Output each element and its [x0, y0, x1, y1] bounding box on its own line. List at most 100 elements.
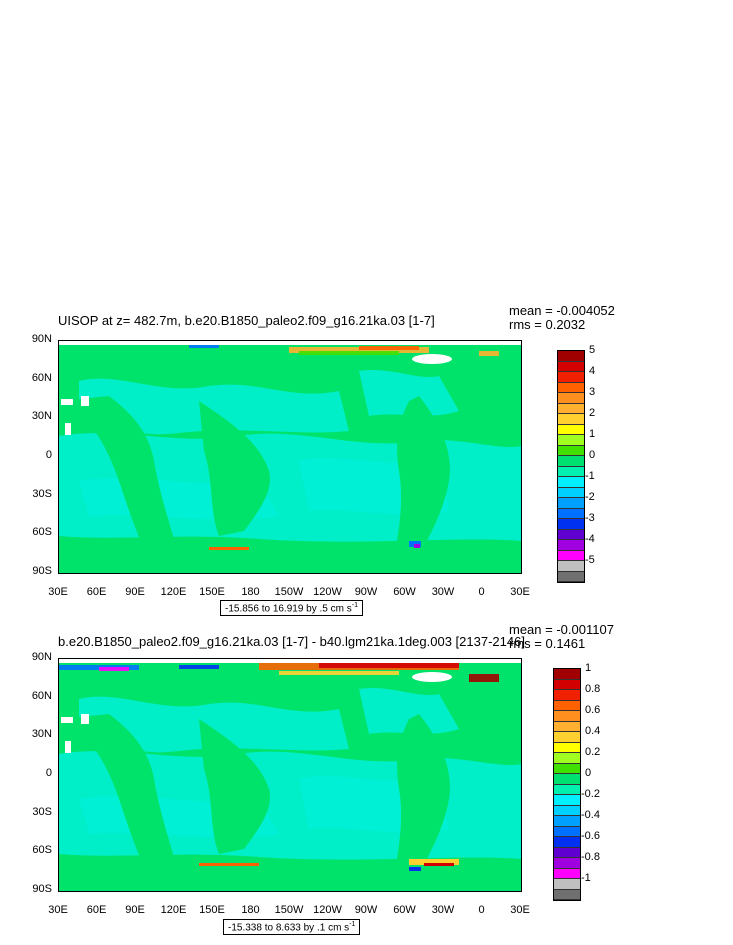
land-mask	[81, 714, 89, 724]
colorbar-segment	[554, 858, 580, 869]
x-tick-label: 0	[478, 586, 485, 598]
anomaly-region	[409, 867, 421, 871]
colorbar-segment	[558, 540, 584, 551]
x-tick-label: 150E	[199, 586, 225, 598]
ice-sheet	[412, 354, 452, 364]
anomaly-region	[79, 696, 349, 753]
colorbar-label: 3	[589, 386, 596, 398]
colorbar-label: -1	[581, 872, 591, 884]
x-tick-label: 150E	[199, 904, 225, 916]
x-tick-label: 30E	[510, 586, 530, 598]
colorbar-segment	[558, 508, 584, 519]
x-tick-label: 90W	[354, 904, 378, 916]
anomaly-region	[189, 345, 219, 348]
anomaly-region	[209, 547, 249, 550]
anomaly-region	[99, 667, 129, 671]
colorbar-segment	[558, 477, 584, 488]
anomaly-region	[479, 351, 499, 356]
colorbar-label: -0.8	[581, 851, 600, 863]
y-tick-label: 60S	[32, 844, 52, 857]
colorbar-label: -0.4	[581, 809, 600, 821]
colorbar-label: -3	[585, 512, 595, 524]
x-tick-label: 120W	[313, 904, 342, 916]
landmass	[199, 719, 270, 854]
colorbar-segment	[554, 669, 580, 680]
plot-stats: mean = -0.004052 rms = 0.2032	[509, 304, 615, 332]
colorbar-segment	[554, 679, 580, 690]
x-tick-label: 120W	[313, 586, 342, 598]
anomaly-region	[424, 863, 454, 866]
mean-value: mean = -0.001107	[509, 622, 614, 637]
y-tick-label: 90S	[32, 565, 52, 577]
x-tick-label: 150W	[274, 586, 304, 598]
x-tick-label: 90E	[125, 586, 145, 598]
map-plot	[58, 658, 522, 892]
colorbar-segment	[554, 732, 580, 743]
mean-value: mean = -0.004052	[509, 303, 615, 318]
anomaly-region	[409, 859, 459, 865]
colorbar-label: 0.4	[585, 725, 601, 737]
colorbar-segment	[558, 351, 584, 362]
x-tick-label: 120E	[160, 904, 187, 916]
colorbar-label: -2	[585, 491, 595, 503]
anomaly-region	[359, 346, 419, 350]
colorbar-segment	[554, 700, 580, 711]
land-mask	[65, 741, 71, 753]
colorbar-label: 1	[589, 428, 596, 440]
x-tick-label: 30W	[431, 586, 455, 598]
y-tick-label: 30S	[32, 805, 52, 818]
y-tick-label: 60N	[31, 371, 52, 384]
colorbar-segment	[554, 889, 580, 900]
landmass	[394, 714, 450, 875]
colorbar-segment	[554, 795, 580, 806]
x-tick-label: 30E	[510, 904, 530, 916]
colorbar-segment	[558, 361, 584, 372]
y-tick-label: 30S	[32, 487, 52, 500]
colorbar-segment	[554, 826, 580, 837]
x-tick-label: 180	[241, 586, 260, 598]
colorbar-segment	[558, 519, 584, 530]
y-tick-label: 30N	[31, 410, 52, 423]
colorbar-segment	[558, 382, 584, 393]
colorbar-segment	[554, 879, 580, 890]
colorbar-segment	[558, 393, 584, 404]
land-mask	[61, 717, 73, 723]
colorbar-segment	[554, 847, 580, 858]
colorbar-segment	[554, 805, 580, 816]
colorbar-segment	[558, 561, 584, 572]
colorbar-segment	[558, 372, 584, 383]
colorbar-label: -4	[585, 533, 595, 545]
anomaly-region	[319, 663, 459, 668]
x-tick-label: 90W	[354, 586, 378, 598]
x-tick-label: 30W	[431, 904, 455, 916]
colorbar-segment	[558, 456, 584, 467]
colorbar-label: -0.6	[581, 830, 600, 842]
x-tick-label: 150W	[274, 904, 304, 916]
landmass	[59, 714, 179, 875]
colorbar-segment	[554, 753, 580, 764]
land-mask	[59, 875, 521, 891]
x-tick-label: 90E	[125, 904, 145, 916]
colorbar-label: 0.8	[585, 683, 601, 695]
rms-value: rms = 0.1461	[509, 636, 586, 651]
x-tick-label: 30E	[48, 586, 68, 598]
colorbar-segment	[558, 550, 584, 561]
anomaly-region	[469, 674, 499, 682]
land-mask	[59, 341, 521, 345]
x-tick-label: 60E	[86, 904, 107, 916]
colorbar-segment	[558, 466, 584, 477]
anomaly-region	[299, 351, 399, 355]
colorbar-segment	[554, 774, 580, 785]
colorbar-segment	[558, 424, 584, 435]
colorbar-segment	[558, 571, 584, 582]
land-mask	[59, 557, 521, 573]
y-tick-label: 90N	[31, 333, 52, 345]
y-tick-label: 90N	[31, 651, 52, 663]
colorbar-label: 2	[589, 407, 596, 419]
colorbar-segment	[558, 445, 584, 456]
range-note: -15.338 to 8.633 by .1 cm s-1	[223, 919, 361, 936]
colorbar-segment	[554, 816, 580, 827]
plot-title: UISOP at z= 482.7m, b.e20.B1850_paleo2.f…	[58, 313, 435, 328]
rms-value: rms = 0.2032	[509, 317, 586, 332]
y-tick-label: 90S	[32, 883, 52, 895]
